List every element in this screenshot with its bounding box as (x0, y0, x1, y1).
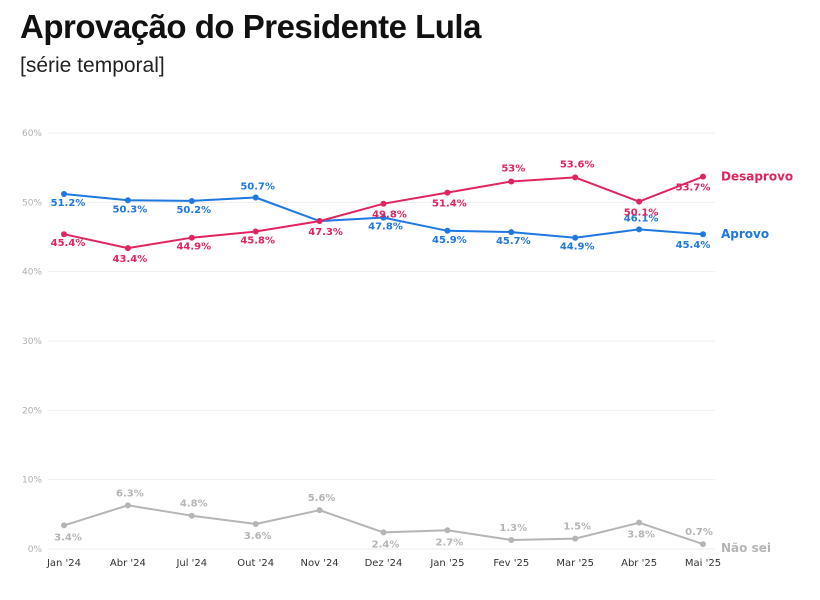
data-label: 1.5% (563, 522, 591, 533)
data-point (61, 522, 67, 529)
data-label: 0.7% (685, 527, 713, 538)
series-name-label: Desaprovo (721, 170, 793, 184)
data-label: 2.4% (372, 539, 400, 550)
data-point (252, 521, 259, 528)
data-label: 3.4% (54, 532, 82, 543)
y-tick-label: 20% (22, 406, 42, 416)
data-label: 50.1% (624, 208, 659, 219)
data-point (188, 234, 195, 241)
series-name-label: Aprovo (721, 227, 769, 241)
data-label: 45.4% (51, 238, 86, 249)
data-point (508, 178, 515, 185)
data-point (252, 194, 259, 201)
data-label: 50.7% (240, 181, 275, 192)
x-tick-label: Fev '25 (493, 558, 529, 569)
data-label: 50.3% (113, 204, 148, 215)
data-label: 46.1% (624, 213, 659, 224)
data-label: 45.8% (240, 235, 275, 246)
data-point (380, 214, 387, 221)
data-label: 49.8% (372, 210, 407, 221)
data-point (572, 535, 579, 542)
data-label: 43.4% (113, 254, 148, 265)
x-tick-label: Abr '25 (621, 558, 657, 569)
data-point (61, 231, 67, 238)
data-label: 50.2% (176, 205, 211, 216)
data-label: 6.3% (116, 488, 144, 499)
data-point (508, 536, 515, 543)
chart-title: Aprovação do Presidente Lula (20, 8, 481, 45)
data-point (61, 191, 67, 198)
x-tick-label: Dez '24 (365, 558, 403, 569)
data-point (508, 229, 515, 236)
data-label: 53% (501, 164, 525, 175)
data-label: 47.3% (308, 227, 343, 238)
data-point (444, 189, 451, 196)
data-point (316, 507, 323, 514)
data-label: 53.7% (676, 183, 711, 194)
data-point (124, 502, 131, 509)
y-tick-label: 10% (22, 476, 42, 486)
y-tick-label: 30% (22, 337, 42, 347)
x-tick-label: Jul '24 (175, 558, 207, 569)
x-tick-label: Mai '25 (685, 558, 721, 569)
y-tick-label: 60% (22, 129, 42, 139)
data-point (380, 200, 387, 207)
data-label: 45.4% (676, 240, 711, 251)
data-label: 44.9% (176, 242, 211, 253)
x-tick-label: Jan '24 (46, 558, 81, 569)
data-point (700, 541, 706, 548)
data-point (572, 234, 579, 241)
x-tick-label: Abr '24 (110, 558, 146, 569)
data-point (572, 174, 579, 181)
data-label: 47.8% (368, 222, 403, 233)
data-label: 5.6% (308, 493, 336, 504)
data-label: 51.4% (432, 199, 467, 210)
x-tick-label: Nov '24 (301, 558, 339, 569)
data-point (700, 231, 706, 238)
data-point (124, 197, 131, 204)
series-line-nosei (63, 504, 704, 546)
data-point (252, 228, 259, 235)
data-point (188, 512, 195, 519)
data-point (444, 527, 451, 534)
data-point (380, 529, 387, 536)
data-label: 53.6% (560, 159, 595, 170)
y-tick-label: 40% (22, 268, 42, 278)
x-tick-label: Out '24 (237, 558, 274, 569)
data-point (636, 519, 643, 526)
data-label: 44.9% (560, 242, 595, 253)
data-label: 4.8% (180, 499, 208, 510)
data-label: 3.6% (244, 531, 272, 542)
data-point (636, 198, 643, 205)
data-point (124, 245, 131, 252)
data-label: 2.7% (436, 537, 464, 548)
data-label: 3.8% (627, 530, 655, 541)
data-point (316, 218, 323, 225)
chart-subtitle: [série temporal] (20, 54, 165, 77)
data-point (636, 226, 643, 233)
data-point (444, 227, 451, 234)
series-name-label: Não sei (721, 541, 771, 555)
data-label: 51.2% (51, 198, 86, 209)
y-tick-label: 50% (22, 198, 42, 208)
x-tick-label: Mar '25 (556, 558, 594, 569)
data-point (188, 197, 195, 204)
data-label: 1.3% (499, 523, 527, 534)
y-tick-label: 0% (28, 545, 43, 555)
data-label: 45.7% (496, 236, 531, 247)
data-label: 45.9% (432, 235, 467, 246)
x-tick-label: Jan '25 (429, 558, 464, 569)
data-point (700, 173, 706, 180)
